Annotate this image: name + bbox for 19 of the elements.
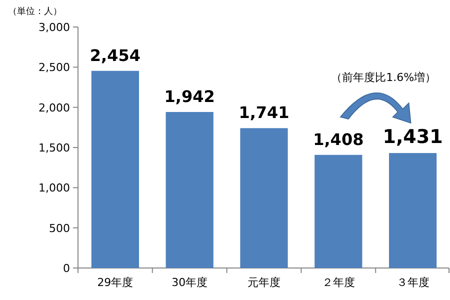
y-tick-label: 1,500 xyxy=(38,142,70,154)
y-tick-label: 500 xyxy=(49,222,70,235)
x-tick-label: ２年度 xyxy=(322,276,355,289)
y-tick-label: 2,000 xyxy=(38,101,70,114)
x-tick-label: 29年度 xyxy=(97,276,134,289)
data-label: 1,431 xyxy=(382,126,443,148)
y-tick-label: 0 xyxy=(63,262,70,275)
y-tick-label: 2,500 xyxy=(38,61,70,74)
data-label: 1,408 xyxy=(313,130,364,149)
y-tick-label: 1,000 xyxy=(38,182,70,195)
annotation: （前年度比1.6%増） xyxy=(331,71,436,84)
data-label: 1,741 xyxy=(238,103,290,122)
data-label: 2,454 xyxy=(90,46,141,65)
y-tick-label: 3,000 xyxy=(38,21,70,34)
x-tick-label: 30年度 xyxy=(172,276,208,289)
x-tick-label: ３年度 xyxy=(396,276,430,289)
data-label: 1,942 xyxy=(164,86,215,106)
text: （単位：人） xyxy=(8,6,62,17)
x-tick-label: 元年度 xyxy=(248,276,280,289)
